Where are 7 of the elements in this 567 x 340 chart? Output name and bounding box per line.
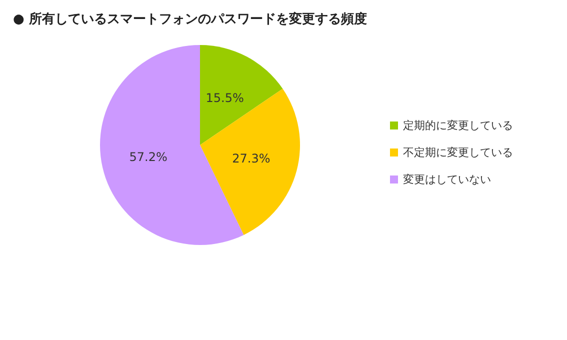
data-label: 57.2% [129, 150, 168, 164]
chart-title: ● 所有しているスマートフォンのパスワードを変更する頻度 [13, 11, 367, 27]
data-label: 15.5% [206, 91, 244, 106]
legend-label: 変更はしていない [403, 173, 491, 186]
legend-label: 不定期に変更している [403, 146, 513, 159]
data-label: 27.3% [232, 152, 270, 166]
legend-label: 定期的に変更している [403, 119, 513, 132]
